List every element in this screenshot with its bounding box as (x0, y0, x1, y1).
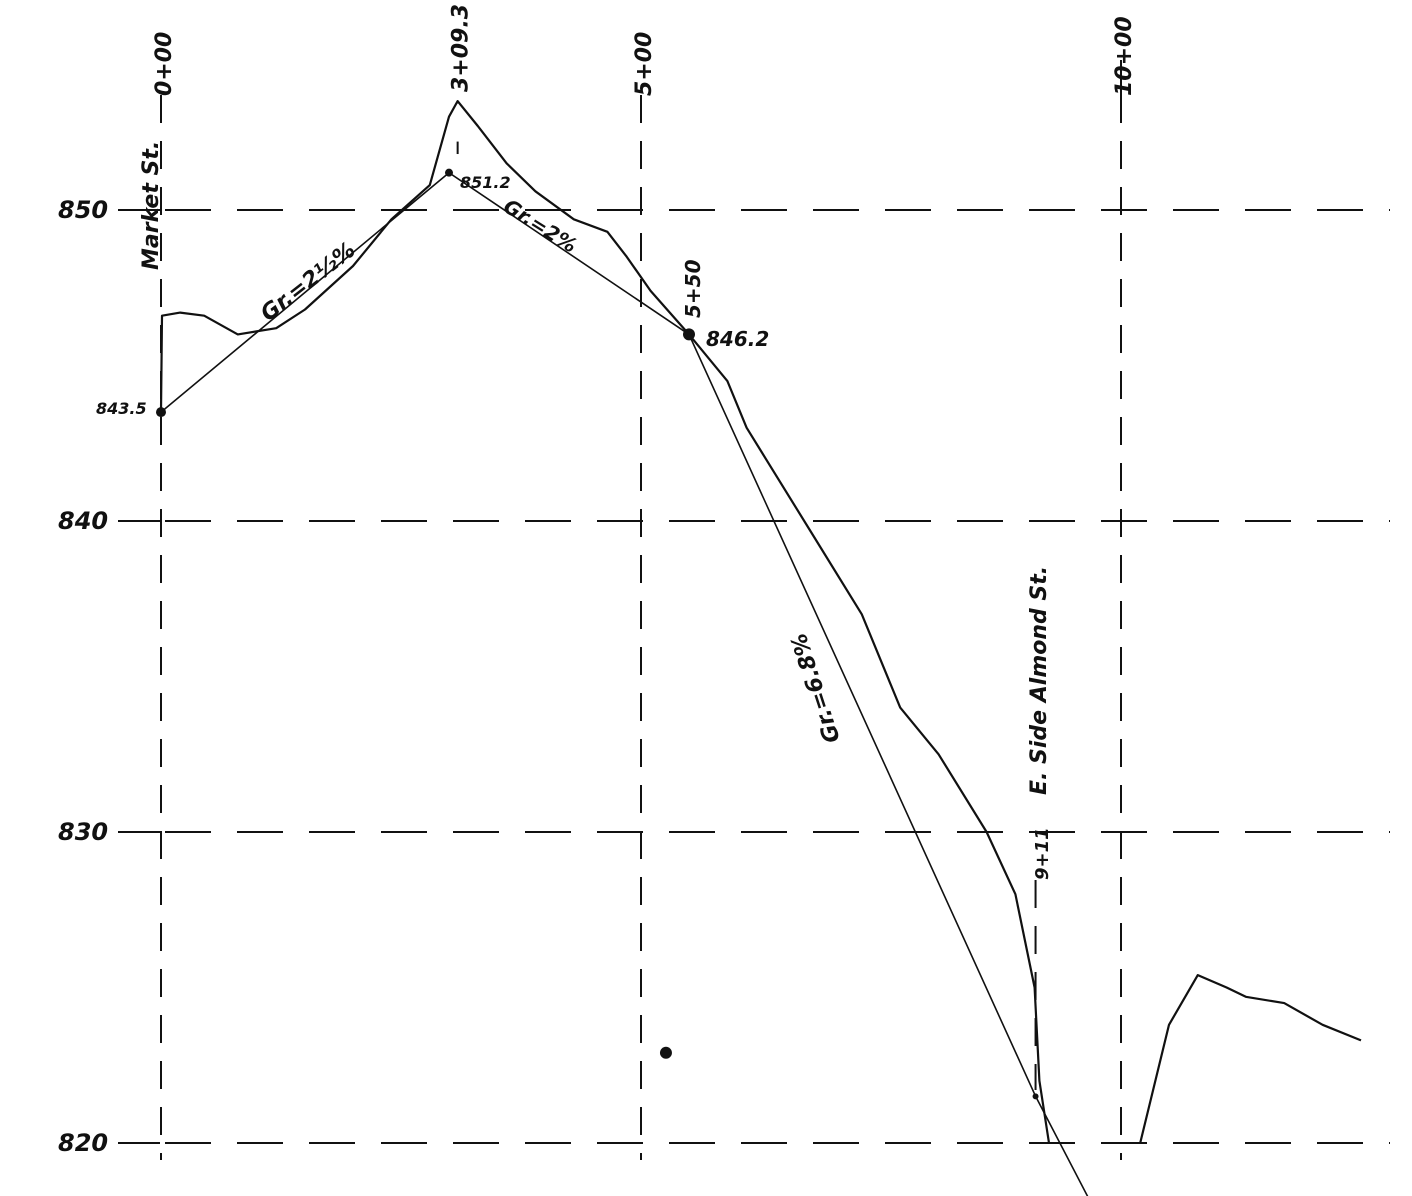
elevation-label-start: 843.5 (96, 399, 147, 418)
grade-point-0 (156, 407, 166, 418)
grade-point-3 (1032, 1093, 1039, 1100)
elevation-label-5-50: 846.2 (706, 327, 769, 351)
station-label-0: 0+00 (152, 32, 177, 96)
grade-label-east: Gr.=6.8% (787, 630, 846, 746)
ground-profile-line (159, 100, 1051, 1144)
grade-label-west: Gr.=2½% (256, 238, 360, 327)
street-label-west: Market St. (139, 141, 164, 270)
elevation-label-850: 850 (58, 196, 108, 224)
grade-point-2 (683, 328, 695, 341)
station-label-1: 3+09.3 (449, 4, 474, 92)
grade-line (160, 171, 1089, 1196)
station-label-9-11: 9+11 (1032, 827, 1053, 880)
grade-point-1 (445, 168, 453, 177)
elevation-label-820: 820 (58, 1129, 108, 1157)
ground-profile-line-east (1139, 974, 1362, 1144)
elevation-label-summit: 851.2 (460, 173, 511, 192)
stray-dot (659, 1046, 672, 1059)
street-label-east: E. Side Almond St. (1027, 566, 1052, 795)
elevation-label-830: 830 (58, 818, 108, 846)
station-label-5-50: 5+50 (681, 259, 705, 318)
station-label-2: 5+00 (632, 32, 657, 96)
grade-label-middle: Gr.=2% (499, 194, 581, 258)
station-label-3: 10+00 (1112, 16, 1137, 96)
elevation-label-840: 840 (58, 507, 108, 535)
